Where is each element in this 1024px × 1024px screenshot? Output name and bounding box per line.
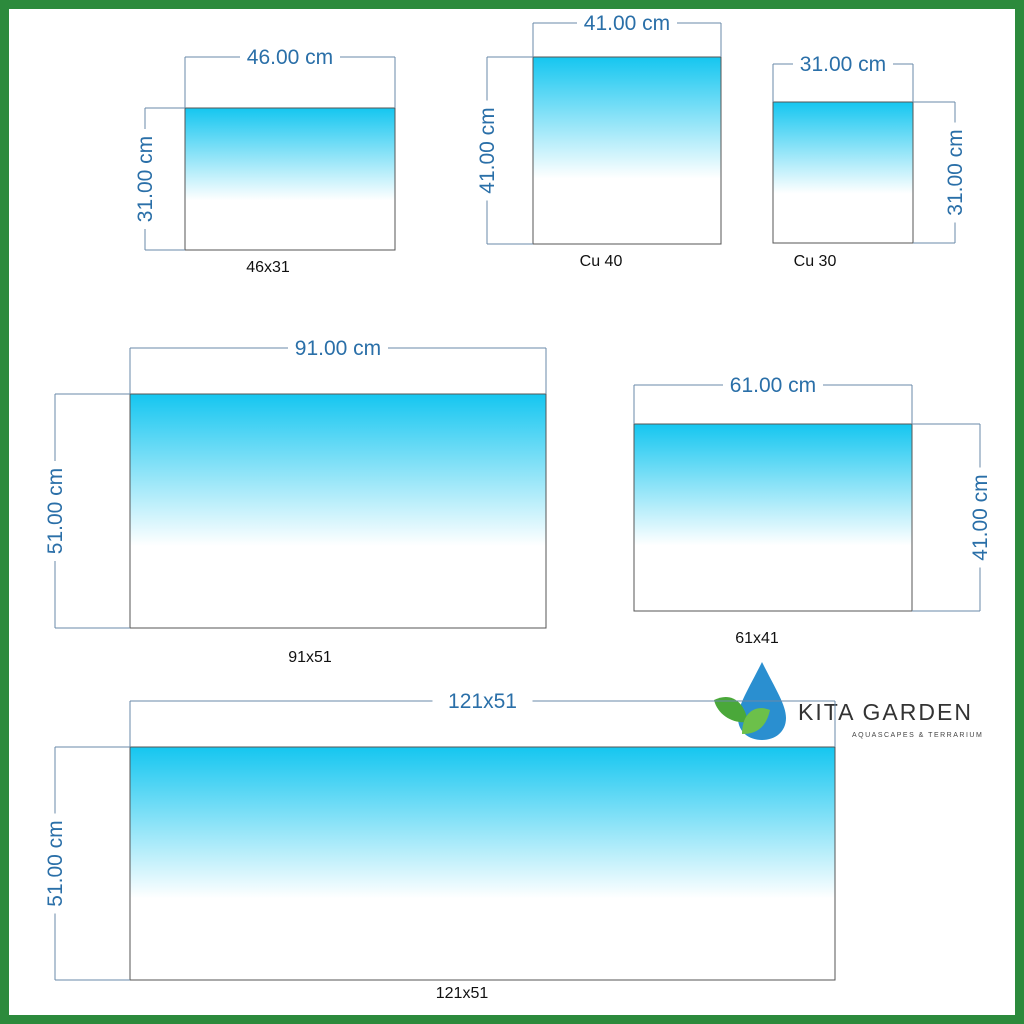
width-label: 46.00 cm (247, 46, 333, 69)
width-label: 91.00 cm (295, 337, 381, 360)
tank: 91.00 cm 51.00 cm 91x51 (42, 335, 547, 666)
tank: 46.00 cm 31.00 cm 46x31 (132, 44, 396, 276)
label-gap (42, 461, 68, 561)
tank-body (532, 56, 722, 245)
tank-body (184, 107, 396, 251)
height-label: 31.00 cm (944, 129, 967, 215)
label-gap (42, 813, 68, 914)
height-label: 41.00 cm (476, 107, 499, 193)
label-gap (967, 467, 993, 568)
logo-subtitle: AQUASCAPES & TERRARIUM (852, 732, 983, 739)
tank-name: Cu 30 (794, 253, 837, 270)
height-label: 41.00 cm (969, 474, 992, 560)
tank-body (772, 101, 914, 244)
tank-name: 91x51 (288, 649, 332, 666)
label-gap (474, 100, 500, 201)
width-label: 61.00 cm (730, 374, 816, 397)
tank: 31.00 cm 31.00 cm Cu 30 (772, 51, 968, 270)
height-label: 51.00 cm (44, 468, 67, 554)
height-label: 51.00 cm (44, 820, 67, 906)
tank-name: 121x51 (436, 985, 489, 1002)
tank: 61.00 cm 41.00 cm 61x41 (633, 372, 993, 647)
tank: 41.00 cm 41.00 cm Cu 40 (474, 10, 722, 270)
width-label: 41.00 cm (584, 12, 670, 35)
tank: 121x51 51.00 cm 121x51 (42, 688, 836, 1002)
tank-body (129, 393, 547, 629)
logo-leaf (742, 708, 770, 734)
tank-name: 61x41 (735, 630, 779, 647)
tank-body (129, 746, 836, 981)
logo-leaf (714, 696, 748, 723)
tank-name: Cu 40 (580, 253, 623, 270)
label-gap (793, 51, 893, 77)
logo-title: KITA GARDEN (798, 699, 973, 725)
tank-name: 46x31 (246, 259, 290, 276)
label-gap (432, 688, 533, 714)
label-gap (577, 10, 677, 36)
label-gap (942, 122, 968, 223)
width-label: 31.00 cm (800, 53, 886, 76)
label-gap (723, 372, 823, 398)
tank-body (633, 423, 913, 612)
width-label: 121x51 (448, 690, 517, 713)
height-label: 31.00 cm (134, 136, 157, 222)
label-gap (240, 44, 340, 70)
label-gap (288, 335, 388, 361)
label-gap (132, 129, 158, 229)
